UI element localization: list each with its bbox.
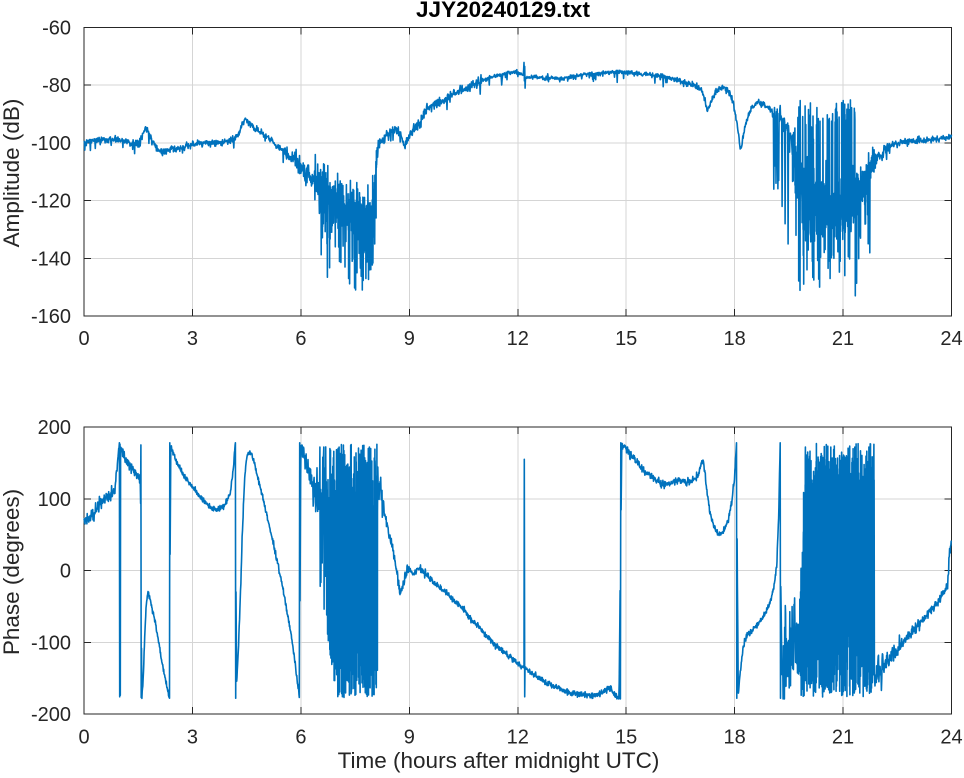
svg-text:-100: -100: [31, 632, 71, 654]
svg-text:6: 6: [295, 328, 306, 350]
svg-text:21: 21: [832, 328, 854, 350]
svg-text:0: 0: [78, 328, 89, 350]
svg-text:-80: -80: [42, 75, 71, 97]
svg-text:15: 15: [615, 328, 637, 350]
svg-text:9: 9: [404, 328, 415, 350]
svg-text:12: 12: [507, 727, 529, 749]
svg-text:-140: -140: [31, 248, 71, 270]
svg-text:JJY20240129.txt: JJY20240129.txt: [416, 0, 590, 22]
svg-text:100: 100: [38, 489, 71, 511]
svg-text:-160: -160: [31, 306, 71, 328]
svg-text:21: 21: [832, 727, 854, 749]
svg-text:Time (hours after midnight UTC: Time (hours after midnight UTC): [338, 748, 660, 773]
svg-text:-100: -100: [31, 133, 71, 155]
svg-text:12: 12: [507, 328, 529, 350]
svg-text:-120: -120: [31, 191, 71, 213]
svg-text:15: 15: [615, 727, 637, 749]
svg-text:24: 24: [940, 328, 962, 350]
svg-text:3: 3: [187, 727, 198, 749]
svg-text:-200: -200: [31, 704, 71, 726]
svg-text:-60: -60: [42, 18, 71, 40]
svg-text:9: 9: [404, 727, 415, 749]
svg-text:Phase (degrees): Phase (degrees): [0, 489, 24, 655]
svg-text:3: 3: [187, 328, 198, 350]
svg-text:0: 0: [60, 561, 71, 583]
svg-text:Amplitude (dB): Amplitude (dB): [0, 99, 24, 248]
svg-text:18: 18: [723, 727, 745, 749]
svg-text:24: 24: [940, 727, 962, 749]
svg-text:18: 18: [723, 328, 745, 350]
svg-text:6: 6: [295, 727, 306, 749]
svg-text:0: 0: [78, 727, 89, 749]
svg-text:200: 200: [38, 417, 71, 439]
